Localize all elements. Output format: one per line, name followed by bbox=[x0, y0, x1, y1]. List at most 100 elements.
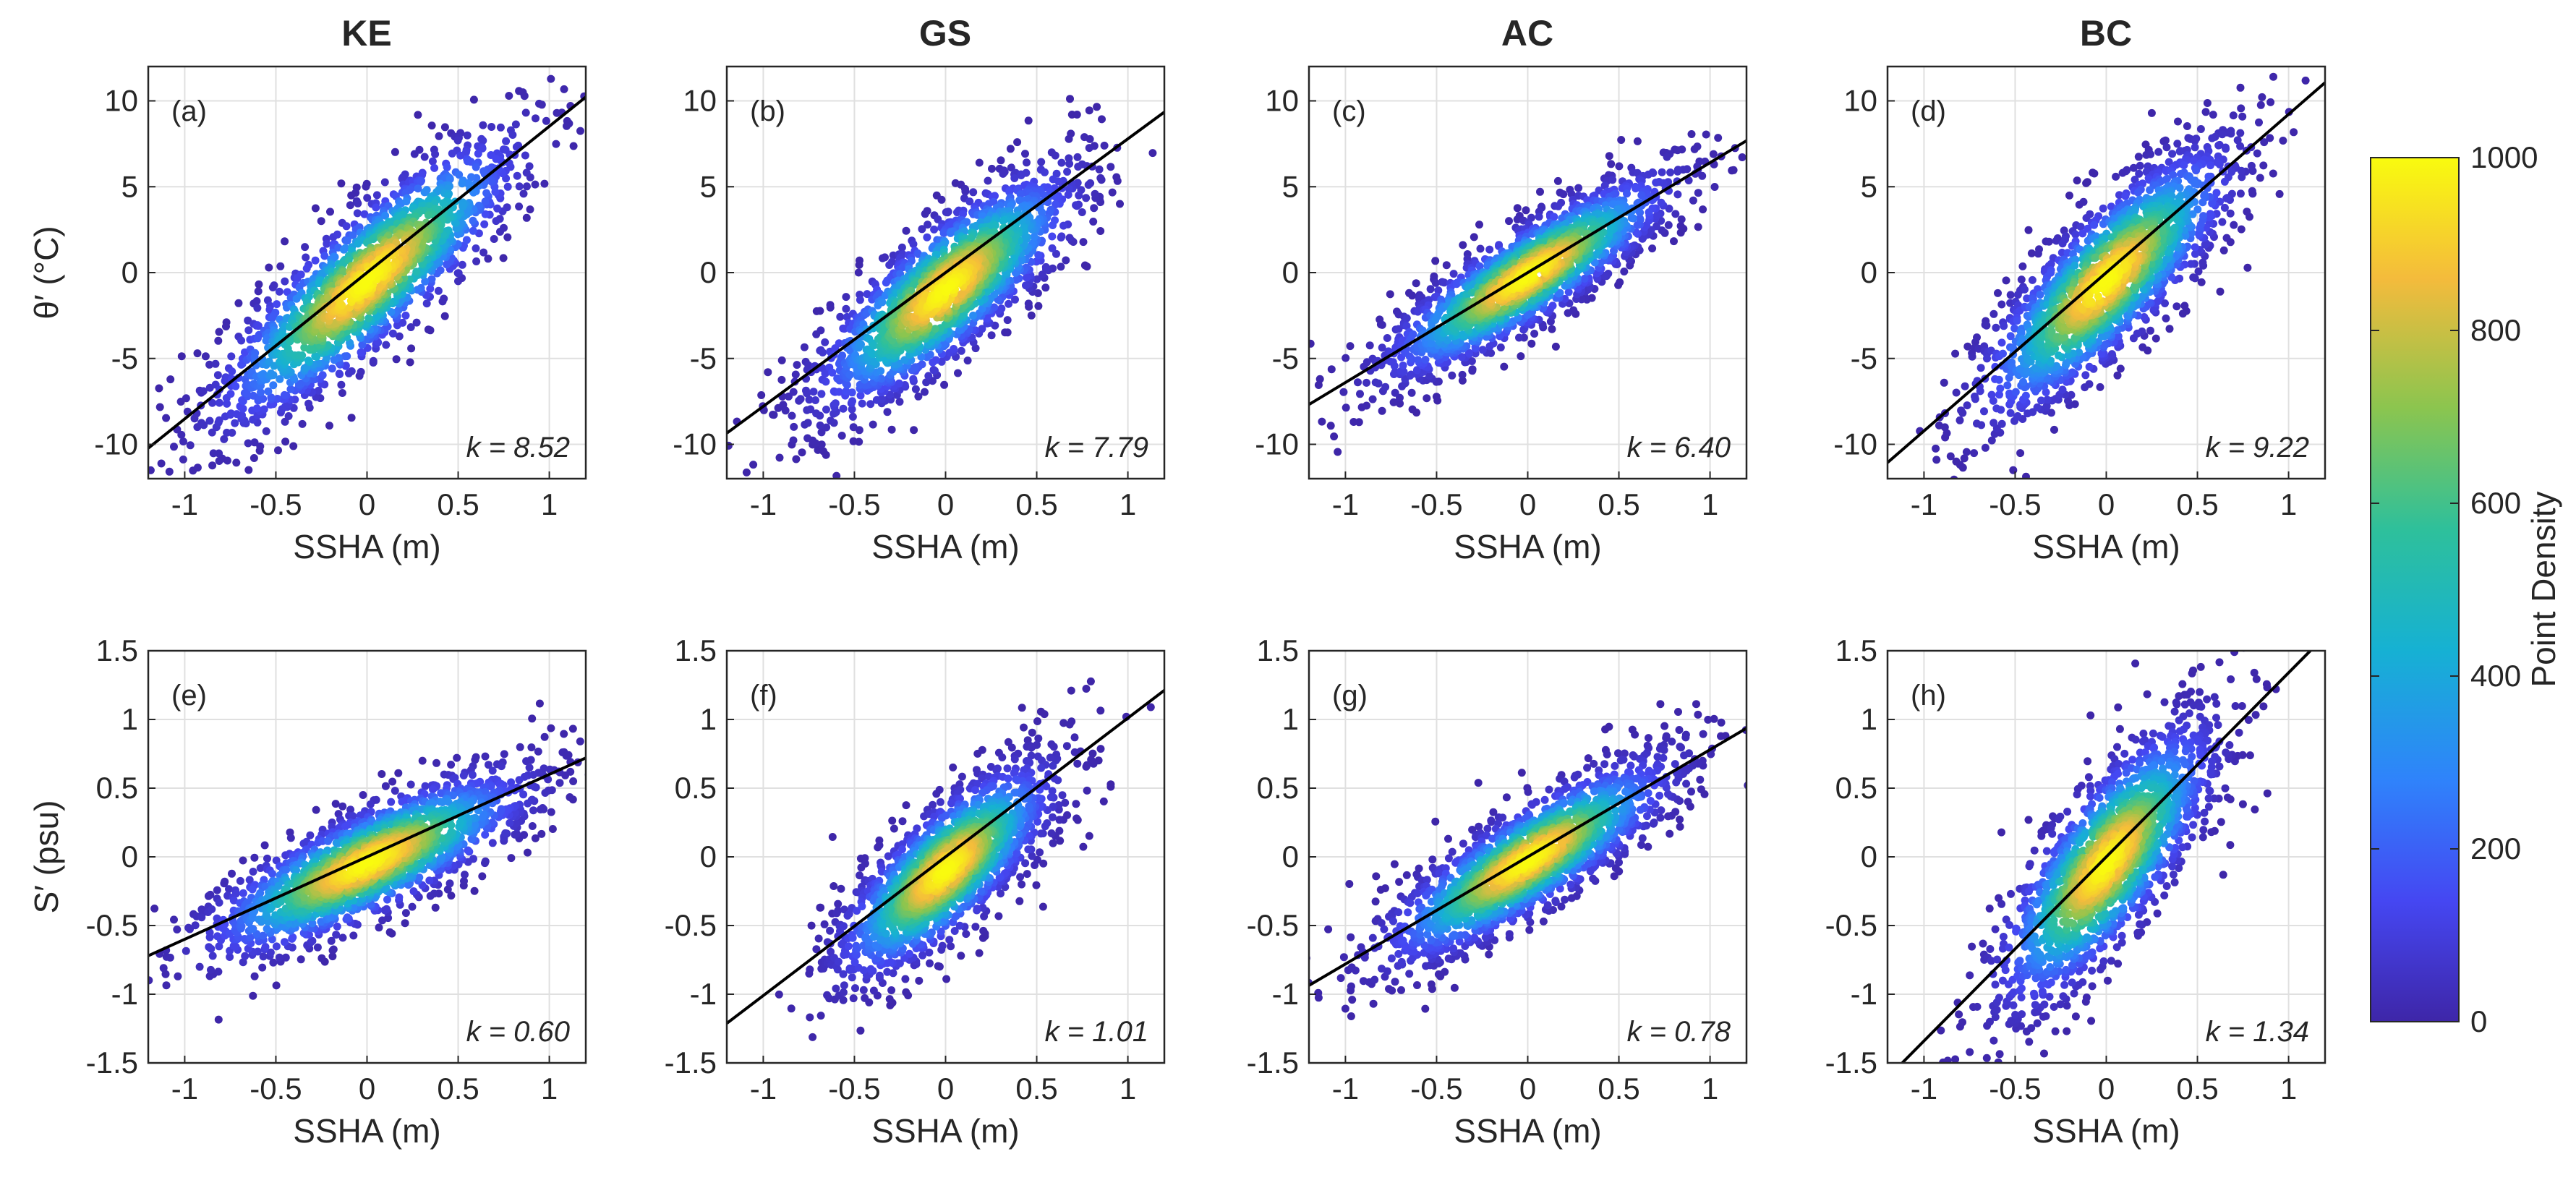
scatter-point bbox=[244, 316, 252, 325]
scatter-point bbox=[846, 346, 854, 355]
scatter-point bbox=[281, 277, 289, 286]
scatter-point bbox=[989, 197, 998, 206]
x-axis: -1 -0.5 0 0.5 1 bbox=[171, 471, 558, 521]
scatter-point bbox=[954, 369, 962, 377]
scatter-point bbox=[965, 197, 974, 206]
scatter-point bbox=[1378, 406, 1386, 415]
scatter-point bbox=[1022, 281, 1030, 290]
scatter-point bbox=[1085, 144, 1093, 153]
scatter-point bbox=[855, 260, 863, 269]
scatter-point bbox=[375, 283, 384, 291]
scatter-point bbox=[118, 512, 126, 520]
scatter-point bbox=[459, 201, 467, 210]
scatter-point bbox=[1378, 343, 1386, 352]
scatter-point bbox=[809, 388, 818, 396]
scatter-point bbox=[1073, 153, 1082, 161]
scatter-point bbox=[1699, 205, 1707, 214]
scatter-point bbox=[453, 136, 462, 145]
scatter-point bbox=[895, 398, 904, 406]
scatter-point bbox=[469, 216, 477, 225]
scatter-point bbox=[205, 416, 214, 425]
scatter-point bbox=[276, 375, 284, 383]
scatter-point bbox=[412, 318, 421, 327]
scatter-point bbox=[1063, 168, 1072, 176]
scatter-point bbox=[269, 381, 278, 390]
scatter-point bbox=[827, 416, 835, 425]
scatter-point bbox=[1084, 181, 1093, 189]
scatter-point bbox=[1670, 237, 1678, 246]
scatter-point bbox=[878, 298, 887, 307]
scatter-point bbox=[1505, 217, 1513, 226]
scatter-point bbox=[413, 286, 422, 294]
scatter-point bbox=[1414, 356, 1423, 364]
scatter-point bbox=[1082, 194, 1091, 202]
scatter-point bbox=[1080, 261, 1089, 270]
scatter-point bbox=[232, 410, 241, 419]
scatter-point bbox=[487, 123, 496, 131]
scatter-point bbox=[456, 151, 465, 160]
scatter-point bbox=[1694, 189, 1702, 197]
scatter-point bbox=[1550, 213, 1558, 221]
scatter-point bbox=[931, 356, 940, 364]
scatter-point bbox=[1676, 222, 1685, 230]
scatter-point bbox=[848, 405, 856, 414]
scatter-point bbox=[1513, 215, 1522, 223]
scatter-point bbox=[395, 332, 404, 341]
y-tick-label: -5 bbox=[111, 341, 138, 375]
scatter-point bbox=[1657, 198, 1666, 207]
scatter-point bbox=[480, 220, 489, 228]
scatter-point bbox=[208, 428, 216, 437]
scatter-point bbox=[1754, 201, 1762, 209]
scatter-point bbox=[454, 277, 462, 286]
scatter-point bbox=[1148, 149, 1157, 158]
scatter-point bbox=[1378, 320, 1386, 329]
scatter-point bbox=[267, 369, 276, 377]
scatter-point bbox=[427, 275, 436, 283]
scatter-point bbox=[434, 286, 443, 295]
scatter-point bbox=[1623, 189, 1631, 198]
scatter-point bbox=[242, 389, 251, 398]
scatter-point bbox=[1326, 422, 1335, 430]
scatter-point bbox=[193, 463, 202, 472]
scatter-point bbox=[866, 400, 875, 409]
scatter-point bbox=[213, 371, 222, 380]
scatter-point bbox=[909, 375, 918, 383]
scatter-point bbox=[523, 182, 531, 191]
scatter-point bbox=[1673, 167, 1682, 176]
scatter-point bbox=[975, 158, 984, 167]
scatter-point bbox=[1513, 204, 1522, 213]
scatter-point bbox=[325, 422, 333, 430]
scatter-point bbox=[363, 194, 372, 202]
scatter-point bbox=[472, 244, 480, 252]
scatter-point bbox=[742, 468, 751, 477]
scatter-point bbox=[323, 239, 331, 248]
scatter-point bbox=[1057, 232, 1066, 241]
scatter-point bbox=[223, 428, 231, 437]
scatter-point bbox=[1027, 311, 1036, 320]
scatter-point bbox=[520, 92, 529, 101]
scatter-point bbox=[157, 459, 166, 468]
scatter-point bbox=[1710, 183, 1719, 191]
scatter-point bbox=[320, 252, 329, 260]
scatter-point bbox=[525, 162, 534, 171]
scatter-point bbox=[531, 180, 539, 189]
scatter-point bbox=[1023, 158, 1031, 167]
scatter-point bbox=[1041, 262, 1050, 271]
scatter-point bbox=[1013, 138, 1022, 147]
scatter-point bbox=[1096, 174, 1105, 182]
regression-line bbox=[148, 95, 586, 450]
scatter-point bbox=[943, 208, 952, 217]
scatter-point bbox=[775, 453, 784, 462]
scatter-point bbox=[256, 442, 265, 450]
scatter-point bbox=[458, 260, 466, 269]
scatter-point bbox=[835, 388, 843, 396]
scatter-point bbox=[227, 352, 236, 361]
scatter-point bbox=[1607, 160, 1616, 168]
scatter-point bbox=[317, 217, 325, 226]
scatter-point bbox=[1448, 371, 1457, 380]
column-title-ac: AC bbox=[1501, 13, 1553, 54]
scatter-point bbox=[1673, 190, 1682, 199]
scatter-point bbox=[1431, 278, 1440, 287]
scatter-point bbox=[1690, 145, 1699, 153]
